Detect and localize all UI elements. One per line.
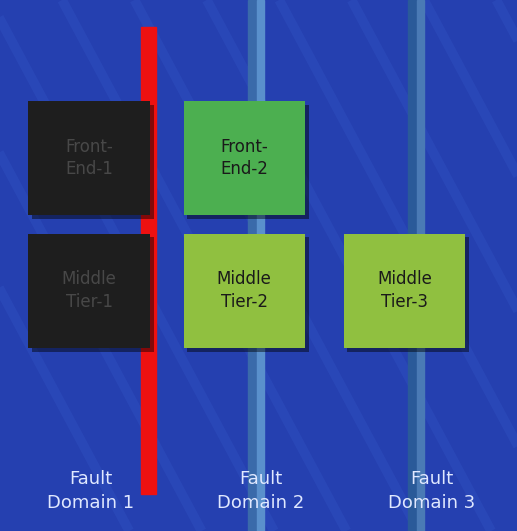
Bar	[417, 0, 424, 531]
Bar	[32, 237, 154, 352]
Bar	[32, 105, 154, 219]
Bar	[184, 234, 305, 348]
Text: Fault
Domain 1: Fault Domain 1	[47, 470, 134, 512]
Bar	[256, 0, 264, 531]
Text: Fault
Domain 2: Fault Domain 2	[218, 470, 305, 512]
Bar	[248, 0, 256, 531]
Text: Middle
Tier-2: Middle Tier-2	[217, 270, 272, 311]
Text: Fault
Domain 3: Fault Domain 3	[388, 470, 475, 512]
Text: Front-
End-1: Front- End-1	[65, 138, 113, 178]
Bar	[187, 237, 309, 352]
Text: Front-
End-2: Front- End-2	[220, 138, 268, 178]
Bar	[28, 234, 150, 348]
Bar	[187, 105, 309, 219]
Bar	[344, 234, 465, 348]
Text: Middle
Tier-3: Middle Tier-3	[377, 270, 432, 311]
Bar	[408, 0, 417, 531]
Bar	[141, 27, 156, 494]
Bar	[184, 101, 305, 215]
Bar	[347, 237, 469, 352]
Text: Middle
Tier-1: Middle Tier-1	[62, 270, 117, 311]
Bar	[28, 101, 150, 215]
